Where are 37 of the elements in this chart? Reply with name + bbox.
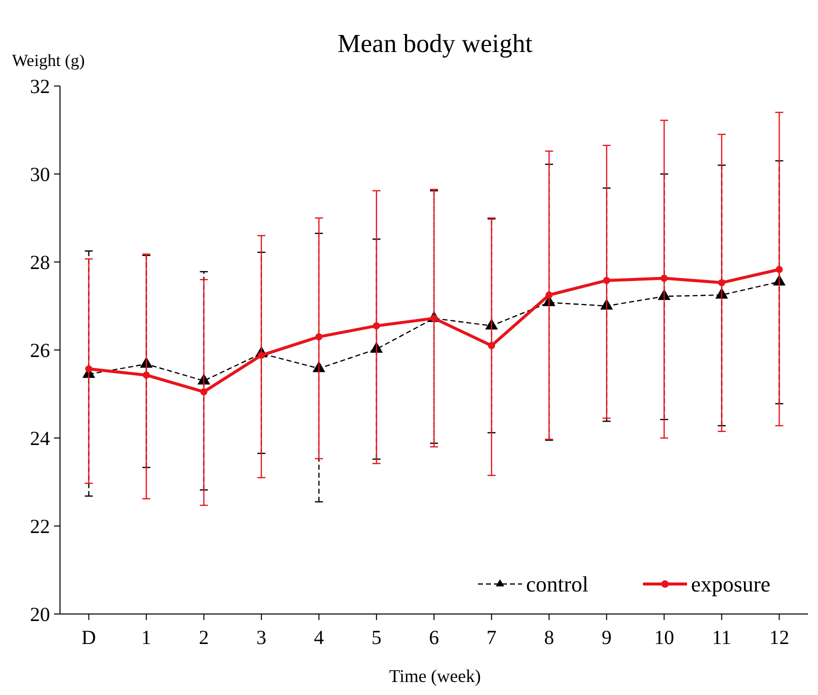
point: [85, 365, 92, 372]
y-tick-label: 30: [30, 164, 50, 186]
y-tick-label: 32: [30, 76, 50, 98]
legend-label: control: [526, 572, 588, 597]
y-tick-label: 24: [30, 428, 50, 450]
y-tick-label: 28: [30, 252, 50, 274]
legend-label: exposure: [691, 572, 770, 597]
x-tick-label: 7: [486, 627, 497, 649]
point: [718, 279, 726, 286]
point: [430, 314, 438, 322]
x-tick-label: 10: [654, 627, 674, 649]
point: [660, 274, 668, 282]
y-tick-label: 26: [30, 340, 50, 362]
y-tick-label: 20: [30, 604, 50, 626]
x-tick-label: 11: [712, 627, 732, 649]
point: [546, 291, 553, 299]
y-axis-title: Weight (g): [12, 51, 85, 70]
point: [776, 266, 783, 274]
x-tick-label: 6: [429, 627, 439, 649]
x-tick-label: 5: [371, 627, 382, 649]
x-tick-label: 8: [544, 627, 554, 649]
x-tick-label: 12: [769, 627, 790, 649]
x-tick-label: 2: [198, 627, 209, 649]
x-tick-label: 1: [141, 627, 152, 649]
point: [372, 322, 380, 330]
point: [488, 342, 496, 350]
chart-title: Mean body weight: [338, 29, 534, 58]
y-tick-label: 22: [30, 516, 50, 538]
x-tick-label: 9: [602, 627, 612, 649]
point: [200, 388, 208, 396]
point: [142, 372, 150, 379]
x-tick-label: 4: [314, 627, 324, 649]
point: [603, 276, 610, 284]
x-tick-label: D: [82, 627, 96, 649]
x-axis-title: Time (week): [389, 666, 481, 686]
point: [315, 333, 322, 340]
x-tick-label: 3: [256, 627, 266, 649]
